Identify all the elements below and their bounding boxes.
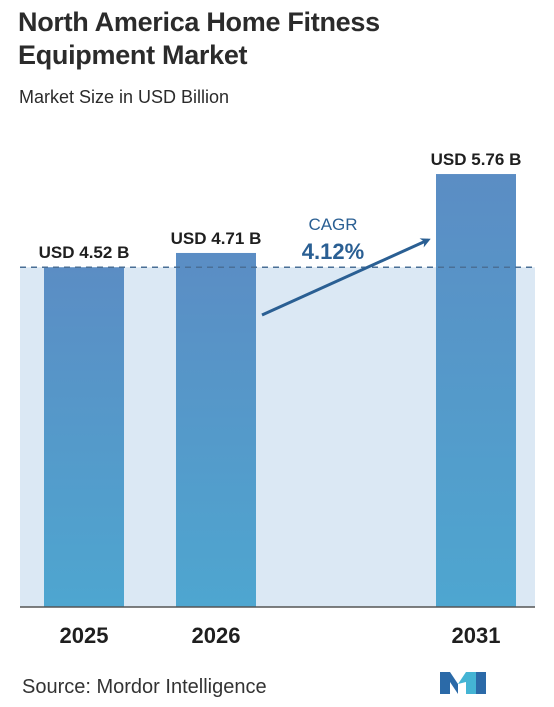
mordor-intelligence-logo	[440, 672, 486, 694]
x-tick-label-2031: 2031	[452, 623, 501, 648]
data-label-2031: USD 5.76 B	[431, 150, 522, 169]
source-note: Source: Mordor Intelligence	[22, 676, 267, 698]
cagr-label: CAGR	[308, 215, 357, 234]
chart-title-line-2: Equipment Market	[18, 40, 248, 70]
data-label-2026: USD 4.71 B	[171, 229, 262, 248]
chart-subtitle: Market Size in USD Billion	[19, 87, 230, 107]
bar-2025	[44, 267, 124, 607]
chart-title-line-1: North America Home Fitness	[18, 7, 380, 37]
bar-2026	[176, 252, 256, 607]
x-tick-label-2026: 2026	[192, 623, 241, 648]
bar-2031	[436, 174, 516, 608]
cagr-arrow	[261, 238, 431, 317]
data-label-2025: USD 4.52 B	[39, 243, 130, 262]
cagr-value: 4.12%	[302, 239, 364, 264]
chart-title: North America Home Fitness Equipment Mar…	[18, 6, 380, 72]
x-tick-label-2025: 2025	[60, 623, 109, 648]
